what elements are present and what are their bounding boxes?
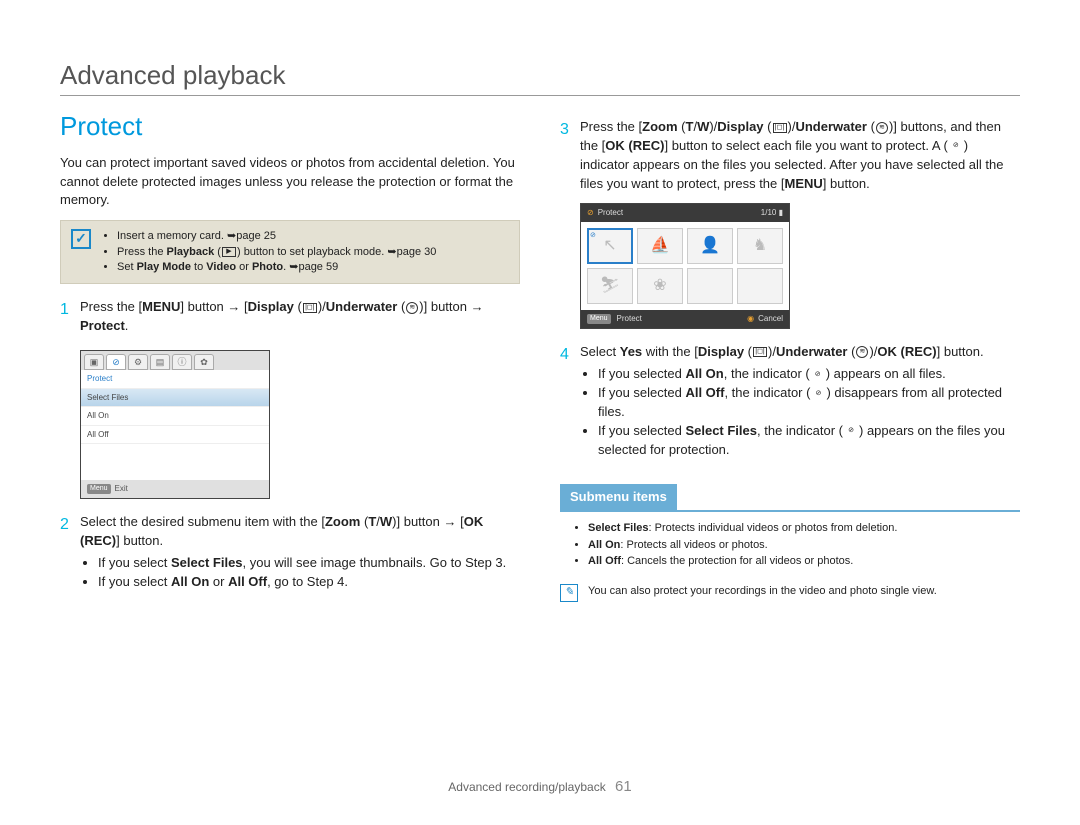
submenu-list: Select Files: Protects individual videos… <box>560 520 1020 570</box>
submenu-item: All Off: Cancels the protection for all … <box>588 553 1020 570</box>
info-item: Set Play Mode to Video or Photo. ➥page 5… <box>117 260 436 275</box>
menu-screenshot: ▣ ⊘ ⚙ ▤ ⓘ ✿ Protect Select Files All On … <box>80 350 270 499</box>
tab-icon: ⓘ <box>172 354 192 370</box>
tip-row: ✎ You can also protect your recordings i… <box>560 584 1020 602</box>
page: Advanced playback Protect You can protec… <box>0 0 1080 602</box>
screenshot-footer: Menu Protect ◉ Cancel <box>581 310 789 328</box>
screenshot-footer: Menu Exit <box>81 480 269 498</box>
step-bullet: If you select All On or All Off, go to S… <box>98 573 520 592</box>
key-icon: ⊘ <box>587 207 594 219</box>
thumbnail <box>687 268 733 304</box>
menu-item: All On <box>81 407 269 426</box>
step-3: 3 Press the [Zoom (T/W)/Display (|◻|)/Un… <box>560 118 1020 193</box>
screenshot-title: Protect <box>598 207 623 219</box>
underwater-icon: ≋ <box>406 302 418 314</box>
footer-exit: Exit <box>115 483 128 495</box>
info-item: Insert a memory card. ➥page 25 <box>117 229 436 244</box>
tab-icon-active: ⊘ <box>106 354 126 370</box>
step-body: Press the [MENU] button → [Display (|◻|)… <box>80 298 520 336</box>
key-icon: ⊘ <box>949 141 963 151</box>
step-2: 2 Select the desired submenu item with t… <box>60 513 520 592</box>
submenu-item: Select Files: Protects individual videos… <box>588 520 1020 537</box>
check-icon: ✓ <box>71 229 91 249</box>
thumbnail: ⛵ <box>637 228 683 264</box>
screenshot-counter: 1/10 <box>761 208 777 217</box>
step-body: Select Yes with the [Display (|◻|)/Under… <box>580 343 1020 460</box>
thumbnail: ♞ <box>737 228 783 264</box>
thumbnails-screenshot: ⊘ Protect 1/10 ▮ ⊘↖ ⛵ 👤 ♞ ⛷ ❀ <box>580 203 790 328</box>
left-column: Protect You can protect important saved … <box>60 108 520 602</box>
display-icon: |◻| <box>753 347 767 357</box>
section-heading: Protect <box>60 108 520 146</box>
menu-item: All Off <box>81 426 269 445</box>
key-icon: ⊘ <box>811 370 825 380</box>
thumbnail-grid: ⊘↖ ⛵ 👤 ♞ ⛷ ❀ <box>581 222 789 310</box>
step-number: 1 <box>60 298 80 336</box>
step-body: Press the [Zoom (T/W)/Display (|◻|)/Unde… <box>580 118 1020 193</box>
tip-text: You can also protect your recordings in … <box>588 584 937 600</box>
info-item: Press the Playback (▶) button to set pla… <box>117 245 436 260</box>
cancel-icon: ◉ <box>747 313 754 325</box>
menu-item-selected: Select Files <box>81 389 269 408</box>
info-list: Insert a memory card. ➥page 25 Press the… <box>101 229 436 275</box>
two-column-layout: Protect You can protect important saved … <box>60 108 1020 602</box>
menu-tag: Menu <box>87 484 111 494</box>
note-icon: ✎ <box>560 584 578 602</box>
thumbnail: ❀ <box>637 268 683 304</box>
display-icon: |◻| <box>773 123 787 133</box>
intro-text: You can protect important saved videos o… <box>60 154 520 211</box>
screenshot-header: ⊘ Protect 1/10 ▮ <box>581 204 789 222</box>
step-1: 1 Press the [MENU] button → [Display (|◻… <box>60 298 520 336</box>
screenshot-body: Protect Select Files All On All Off <box>81 370 269 480</box>
menu-tag: Menu <box>587 314 611 324</box>
display-icon: |◻| <box>303 303 317 313</box>
thumbnail: 👤 <box>687 228 733 264</box>
step-number: 4 <box>560 343 580 460</box>
footer-protect: Protect <box>617 313 642 325</box>
page-title: Advanced playback <box>60 60 1020 96</box>
menu-item: Protect <box>81 370 269 389</box>
submenu-header-wrap: Submenu items <box>560 470 1020 513</box>
tab-icon: ▤ <box>150 354 170 370</box>
page-footer: Advanced recording/playback 61 <box>0 778 1080 795</box>
battery-icon: ▮ <box>779 208 783 217</box>
underwater-icon: ≋ <box>876 122 888 134</box>
right-column: 3 Press the [Zoom (T/W)/Display (|◻|)/Un… <box>560 108 1020 602</box>
thumbnail-selected: ⊘↖ <box>587 228 633 264</box>
submenu-item: All On: Protects all videos or photos. <box>588 537 1020 554</box>
step-bullet: If you selected Select Files, the indica… <box>598 422 1020 460</box>
step-bullet: If you select Select Files, you will see… <box>98 554 520 573</box>
key-icon: ⊘ <box>844 427 858 437</box>
step-number: 2 <box>60 513 80 592</box>
tab-icon: ⚙ <box>128 354 148 370</box>
thumbnail <box>737 268 783 304</box>
submenu-heading: Submenu items <box>560 484 677 511</box>
info-box: ✓ Insert a memory card. ➥page 25 Press t… <box>60 220 520 284</box>
tab-icon: ✿ <box>194 354 214 370</box>
step-4: 4 Select Yes with the [Display (|◻|)/Und… <box>560 343 1020 460</box>
screenshot-tabs: ▣ ⊘ ⚙ ▤ ⓘ ✿ <box>81 351 269 370</box>
tiny-key-icon: ⊘ <box>590 231 596 241</box>
step-bullet: If you selected All Off, the indicator (… <box>598 384 1020 422</box>
page-number: 61 <box>615 778 632 795</box>
step-bullet: If you selected All On, the indicator (⊘… <box>598 365 1020 384</box>
tab-icon: ▣ <box>84 354 104 370</box>
step-number: 3 <box>560 118 580 193</box>
footer-cancel: Cancel <box>758 313 783 325</box>
thumbnail: ⛷ <box>587 268 633 304</box>
playback-icon: ▶ <box>222 247 236 257</box>
footer-section: Advanced recording/playback <box>448 780 605 794</box>
underwater-icon: ≋ <box>856 346 868 358</box>
step-body: Select the desired submenu item with the… <box>80 513 520 592</box>
key-icon: ⊘ <box>811 389 825 399</box>
